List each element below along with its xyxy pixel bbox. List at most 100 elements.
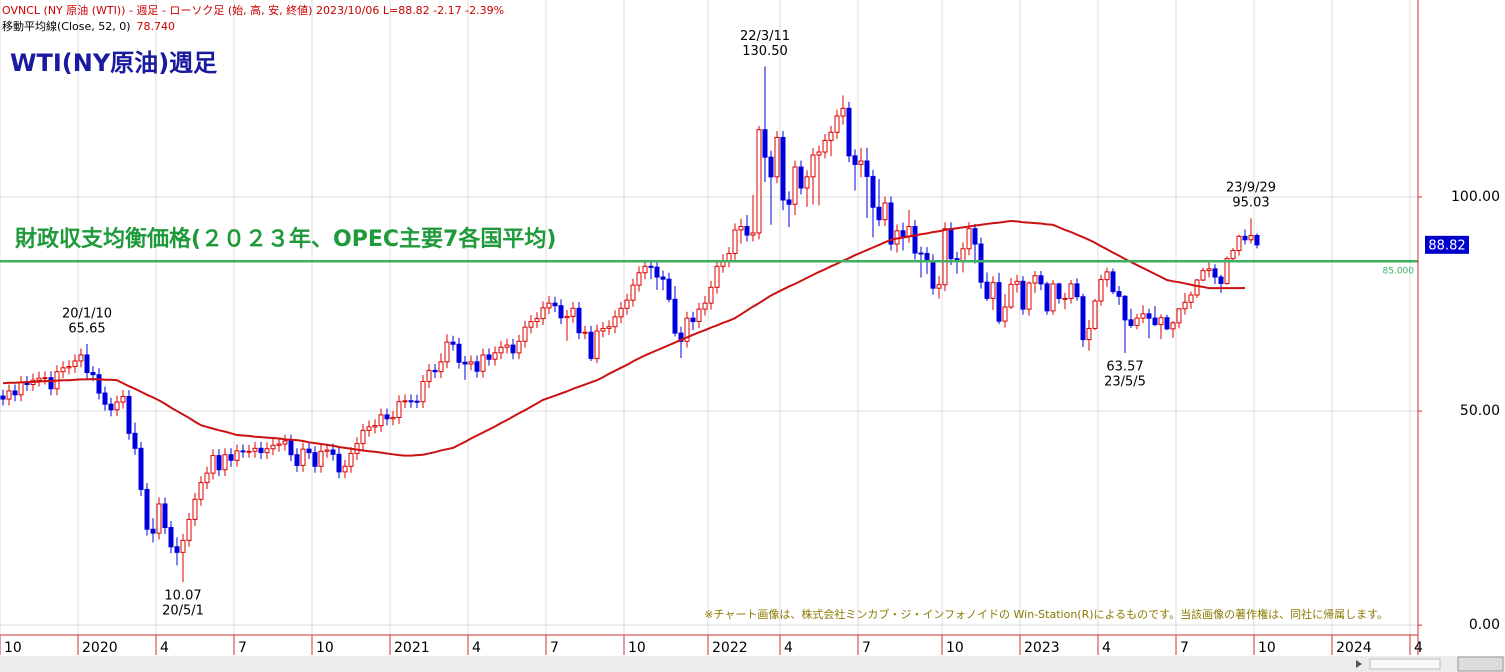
x-tick-label: 4: [784, 640, 793, 656]
candle-body: [1194, 279, 1200, 296]
candle-body: [1116, 291, 1122, 297]
candle-body: [426, 369, 432, 383]
x-tick-label: 2020: [82, 640, 118, 656]
candle-body: [1080, 296, 1086, 341]
candle-body: [222, 454, 228, 471]
ma-legend: 移動平均線(Close, 52, 0): [2, 19, 131, 33]
candle-body: [732, 229, 738, 254]
header-info: OVNCL (NY 原油 (WTI)) - 週足 - ローソク足 (始, 高, …: [2, 3, 504, 17]
candle-body: [1218, 276, 1224, 284]
candle-body: [150, 528, 156, 534]
candle-body: [684, 317, 690, 342]
candle-body: [486, 354, 492, 360]
candle-body: [1242, 235, 1248, 241]
candle-body: [714, 265, 720, 288]
candle-body: [240, 450, 246, 453]
candle-body: [234, 450, 240, 461]
zoom-buttons[interactable]: [1457, 656, 1504, 672]
last-price-label: 88.82: [1428, 238, 1465, 253]
candle-body: [342, 465, 348, 473]
candle-body: [480, 354, 486, 372]
candle-body: [420, 381, 426, 403]
y-tick-label: 0.00: [1469, 617, 1500, 633]
candle-body: [882, 202, 888, 221]
candle-body: [438, 361, 444, 373]
candle-body: [810, 154, 816, 178]
candle-body: [108, 403, 114, 411]
scroll-arrow[interactable]: [1356, 660, 1362, 668]
annotation-value: 95.03: [1232, 196, 1269, 211]
candle-body: [1128, 319, 1134, 326]
candle-body: [1044, 283, 1050, 312]
candle-body: [1014, 280, 1020, 285]
candle-body: [1182, 301, 1188, 310]
x-tick-label: 7: [1180, 640, 1189, 656]
candle-body: [888, 202, 894, 245]
candle-body: [1038, 275, 1044, 285]
candle-body: [1164, 317, 1170, 330]
candle-body: [816, 151, 822, 156]
candle-body: [408, 400, 414, 403]
candle-body: [372, 425, 378, 428]
candle-body: [192, 498, 198, 520]
candle-body: [804, 176, 810, 189]
x-tick-label: 10: [628, 640, 646, 656]
candle-body: [66, 366, 72, 369]
x-tick-label: 10: [4, 640, 22, 656]
candle-body: [642, 265, 648, 274]
candle-body: [450, 341, 456, 345]
candle-body: [276, 443, 282, 446]
candle-body: [726, 252, 732, 262]
x-tick-label: 2023: [1024, 640, 1060, 656]
candle-body: [1008, 283, 1014, 308]
candle-body: [600, 327, 606, 332]
annotation-date: 20/5/1: [162, 604, 204, 619]
y-tick-label: 50.00: [1460, 403, 1500, 419]
candle-body: [210, 455, 216, 474]
candle-body: [324, 449, 330, 452]
candle-body: [1212, 268, 1218, 278]
scroll-thumb[interactable]: [1369, 658, 1441, 670]
candle-body: [396, 401, 402, 418]
candle-body: [936, 284, 942, 289]
candle-body: [672, 298, 678, 334]
candle-body: [840, 107, 846, 117]
candle-body: [390, 416, 396, 420]
candle-body: [558, 305, 564, 319]
x-tick-label: 4: [160, 640, 169, 656]
x-tick-label: 7: [238, 640, 247, 656]
candle-body: [444, 341, 450, 363]
candle-body: [1068, 283, 1074, 299]
scrollbar[interactable]: [0, 656, 1505, 672]
candle-body: [960, 248, 966, 262]
candle-body: [1140, 313, 1146, 319]
candle-body: [756, 129, 762, 234]
candle-body: [972, 228, 978, 245]
candle-body: [414, 400, 420, 403]
candle-body: [48, 377, 54, 390]
candle-body: [462, 361, 468, 365]
candle-body: [1158, 317, 1164, 326]
annotation-date: 20/1/10: [62, 307, 112, 322]
candle-body: [906, 226, 912, 237]
candle-body: [1032, 275, 1038, 284]
candle-body: [630, 284, 636, 301]
candle-body: [312, 452, 318, 467]
candle-body: [510, 344, 516, 354]
candle-body: [258, 447, 264, 454]
candle-body: [612, 316, 618, 328]
candle-body: [858, 160, 864, 165]
candle-body: [702, 302, 708, 310]
candle-body: [504, 344, 510, 348]
candle-body: [120, 396, 126, 403]
candle-body: [162, 503, 168, 529]
candle-body: [360, 429, 366, 445]
candle-body: [456, 343, 462, 363]
candle-body: [1188, 294, 1194, 303]
candle-body: [1122, 295, 1128, 321]
candle-body: [78, 354, 84, 362]
x-tick-label: 7: [862, 640, 871, 656]
candle-body: [1020, 280, 1026, 310]
